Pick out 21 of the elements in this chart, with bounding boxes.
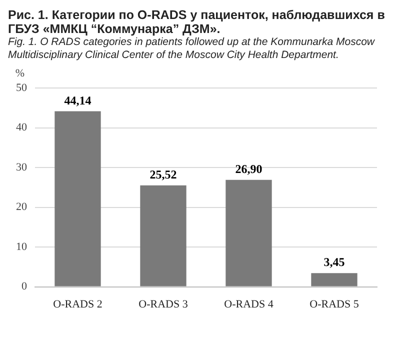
data-label: 3,45 bbox=[324, 255, 345, 270]
x-tick-label: O-RADS 2 bbox=[53, 298, 102, 310]
y-tick-label: 0 bbox=[22, 280, 28, 293]
chart-subtitle: Fig. 1. O RADS categories in patients followed up at the Kommunarka Moscow Multidisciplinary Clinical Center of the Moscow City Health Department. bbox=[8, 36, 376, 62]
chart-title: Рис. 1. Категории по O-RADS у пациенток, наблюдавшихся в ГБУЗ «ММКЦ “Коммунарка” ДЗМ». bbox=[8, 8, 386, 36]
y-tick-label: 30 bbox=[16, 161, 28, 174]
x-tick-label: O-RADS 4 bbox=[224, 298, 274, 310]
y-axis-title: % bbox=[15, 67, 25, 80]
bar bbox=[311, 273, 358, 286]
x-tick-label: O-RADS 3 bbox=[138, 298, 188, 310]
data-label: 44,14 bbox=[64, 93, 92, 108]
y-tick-label: 40 bbox=[16, 122, 28, 134]
data-label: 25,52 bbox=[150, 167, 177, 182]
bar bbox=[226, 180, 272, 286]
bar bbox=[54, 111, 101, 286]
bar bbox=[140, 185, 186, 286]
y-tick-label: 50 bbox=[16, 82, 28, 94]
y-tick-label: 20 bbox=[16, 201, 28, 214]
x-tick-label: O-RADS 5 bbox=[310, 298, 360, 310]
y-tick-label: 10 bbox=[16, 240, 28, 253]
data-label: 26,90 bbox=[235, 162, 262, 176]
